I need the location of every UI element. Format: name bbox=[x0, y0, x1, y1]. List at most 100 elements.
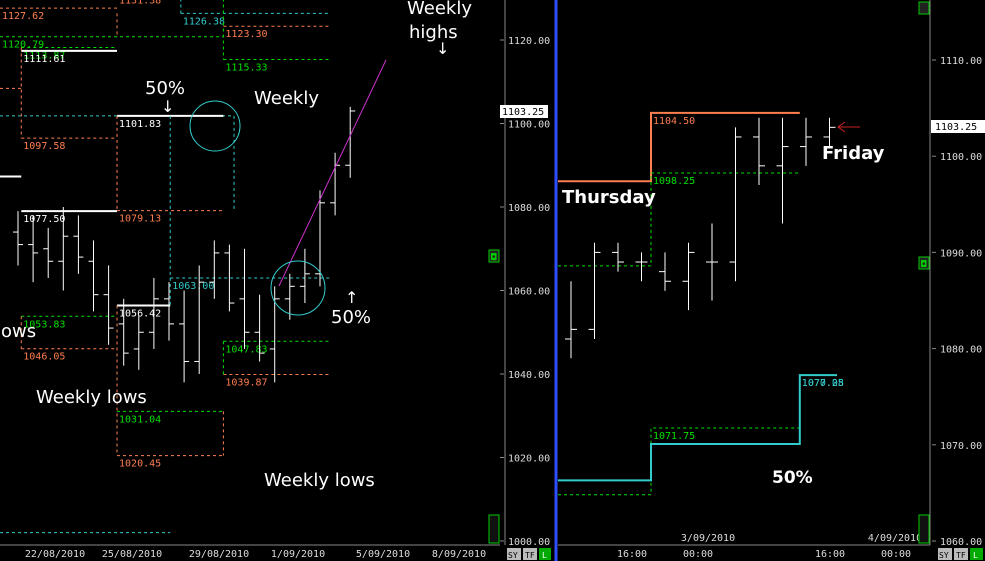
y-tick-label: 1060.00 bbox=[508, 287, 550, 298]
level-label: 1047.83 bbox=[225, 344, 267, 355]
y-tick-label: 1000.00 bbox=[508, 537, 550, 548]
y-tick-label: 1080.00 bbox=[940, 345, 982, 356]
level-label: 1097.58 bbox=[23, 141, 65, 152]
x-tick-label: 16:00 bbox=[815, 549, 845, 560]
x-date-label: 3/09/2010 bbox=[681, 533, 735, 544]
level-label: 1123.30 bbox=[225, 29, 267, 40]
sy-button-left[interactable] bbox=[507, 548, 521, 560]
annotation-lows-cut: lows bbox=[0, 321, 36, 342]
sy-button-left-label: SY bbox=[508, 551, 518, 560]
weekly-y-axis: 1120.00 1100.00 1080.00 1060.00 1040.00 1020.… bbox=[500, 36, 550, 548]
x-tick-label: 29/08/2010 bbox=[189, 549, 249, 560]
footer-toolbar: SY TF L SY TF L bbox=[488, 514, 983, 560]
level-label: 1131.38 bbox=[119, 0, 161, 6]
right-scroll-handle-icon: ◘ bbox=[920, 260, 927, 270]
tf-button-right[interactable] bbox=[954, 548, 968, 560]
level-label: 1111.61 bbox=[23, 54, 65, 65]
level-label: 1046.05 bbox=[23, 352, 65, 363]
level-label: 1071.75 bbox=[653, 431, 695, 442]
level-label: 1101.83 bbox=[119, 119, 161, 130]
annotation-weekly-top: Weekly bbox=[254, 88, 319, 109]
level-label: 1113.87 bbox=[23, 51, 65, 62]
l-button-left[interactable] bbox=[539, 548, 551, 560]
x-tick-label: 8/09/2010 bbox=[432, 549, 486, 560]
trend-line bbox=[278, 59, 387, 287]
x-tick-label: 25/08/2010 bbox=[102, 549, 162, 560]
annotation-weekly-highs-2: highs bbox=[409, 22, 458, 43]
y-tick-label: 1070.00 bbox=[940, 441, 982, 452]
level-label: 1077.25 bbox=[802, 378, 844, 389]
arrow-up-50pct: ↑ bbox=[345, 288, 358, 307]
level-label: 1063.00 bbox=[172, 281, 214, 292]
level-label: 1115.33 bbox=[225, 62, 267, 73]
x-tick-label: 16:00 bbox=[617, 549, 647, 560]
sy-button-right[interactable] bbox=[938, 548, 952, 560]
arrow-down-50pct: ↓ bbox=[161, 97, 174, 116]
sy-button-right-label: SY bbox=[939, 551, 949, 560]
last-price-box-left bbox=[500, 105, 548, 118]
annotation-50pct-top: 50% bbox=[145, 78, 185, 99]
y-tick-label: 1090.00 bbox=[940, 248, 982, 259]
tf-button-right-label: TF bbox=[956, 551, 966, 560]
left-zoom-control[interactable] bbox=[488, 514, 500, 544]
y-tick-label: 1120.00 bbox=[508, 36, 550, 47]
x-tick-label: 00:00 bbox=[881, 549, 911, 560]
arrow-down-highs: ↓ bbox=[436, 39, 449, 58]
fifty-percent-low-circle bbox=[270, 260, 326, 316]
last-price-left: 1103.25 bbox=[502, 107, 544, 118]
x-tick-label: 5/09/2010 bbox=[356, 549, 410, 560]
weekly-price-bars bbox=[13, 106, 356, 383]
x-tick-label: 22/08/2010 bbox=[25, 549, 85, 560]
y-tick-label: 1110.00 bbox=[940, 56, 982, 67]
x-date-label: 4/09/2010 bbox=[868, 533, 922, 544]
level-label: 1056.42 bbox=[119, 308, 161, 319]
annotation-weekly-lows-left: Weekly lows bbox=[36, 387, 147, 408]
daily-x-axis: 16:00 00:00 16:00 00:00 3/09/2010 4/09/2010 bbox=[558, 533, 930, 560]
level-label: 1053.83 bbox=[23, 319, 65, 330]
l-button-right[interactable] bbox=[970, 548, 983, 560]
left-scroll-handle[interactable] bbox=[488, 249, 500, 263]
y-tick-label: 1100.00 bbox=[508, 120, 550, 131]
level-step-line bbox=[558, 172, 800, 267]
x-tick-label: 00:00 bbox=[683, 549, 713, 560]
right-top-handle[interactable] bbox=[918, 1, 930, 15]
l-button-left-label: L bbox=[542, 551, 547, 560]
level-label: 1077.50 bbox=[23, 214, 65, 225]
right-zoom-control[interactable] bbox=[918, 514, 930, 544]
level-label: 1020.45 bbox=[119, 459, 161, 470]
y-tick-label: 1040.00 bbox=[508, 370, 550, 381]
level-label: 1120.79 bbox=[2, 40, 44, 51]
fifty-percent-high-circle bbox=[189, 100, 241, 152]
y-tick-label: 1060.00 bbox=[940, 537, 982, 548]
right-scroll-handle[interactable] bbox=[918, 256, 930, 270]
last-price-arrow-head bbox=[837, 121, 846, 133]
left-scroll-handle-icon: ◘ bbox=[490, 253, 497, 263]
last-price-right: 1103.25 bbox=[935, 122, 977, 133]
tf-button-left-label: TF bbox=[525, 551, 535, 560]
level-label: 1126.38 bbox=[183, 16, 225, 27]
annotation-50pct-right: 50% bbox=[772, 468, 813, 488]
last-price-box-right bbox=[931, 120, 985, 133]
weekly-x-axis: 22/08/2010 25/08/2010 29/08/2010 1/09/2010 5… bbox=[0, 544, 500, 560]
annotation-thursday: Thursday bbox=[562, 187, 656, 208]
level-step-line bbox=[558, 374, 837, 482]
level-label: 1079.13 bbox=[119, 214, 161, 225]
annotation-weekly-lows-bottom: Weekly lows bbox=[264, 470, 375, 491]
footer-left-buttons: SY TF L bbox=[507, 548, 551, 560]
x-tick-label: 1/09/2010 bbox=[271, 549, 325, 560]
y-tick-label: 1100.00 bbox=[940, 152, 982, 163]
tf-button-left[interactable] bbox=[523, 548, 537, 560]
daily-y-axis: 1110.00 1100.00 1090.00 1080.00 1070.00 1060.… bbox=[932, 56, 982, 548]
daily-price-bars bbox=[565, 117, 836, 359]
y-tick-label: 1020.00 bbox=[508, 454, 550, 465]
level-step-line bbox=[558, 111, 800, 183]
level-label: 1127.62 bbox=[2, 11, 44, 22]
level-label: 1104.50 bbox=[653, 116, 695, 127]
y-tick-label: 1080.00 bbox=[508, 203, 550, 214]
